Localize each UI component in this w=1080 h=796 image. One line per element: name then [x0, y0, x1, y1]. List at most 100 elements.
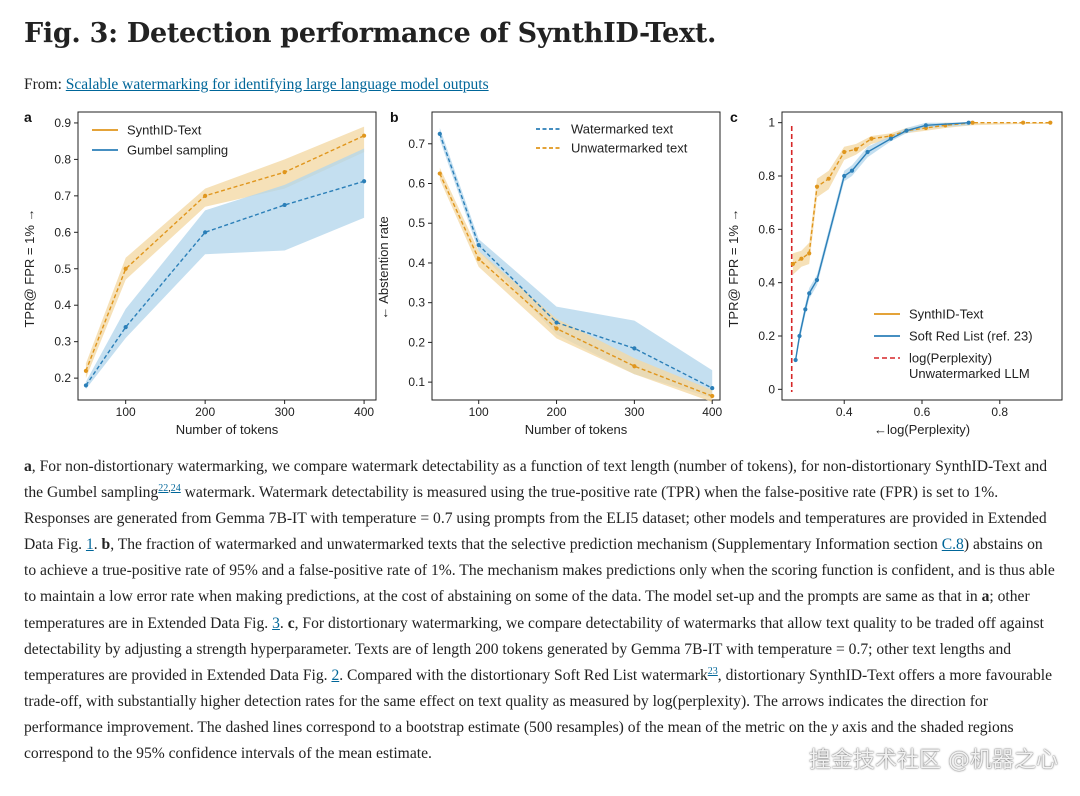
- x-axis-label: Number of tokens: [176, 422, 279, 437]
- legend-label: SynthID-Text: [909, 307, 984, 322]
- data-point: [793, 357, 798, 363]
- data-point: [361, 179, 367, 184]
- y-tick-label: 0: [768, 382, 775, 396]
- data-point: [123, 324, 128, 330]
- data-point: [842, 173, 847, 179]
- y-axis-label: TPR@ FPR = 1% →: [726, 208, 741, 327]
- data-point: [853, 147, 858, 152]
- legend: Watermarked text Unwatermarked text: [536, 122, 688, 156]
- caption-text: , For distortionary watermarking, we com…: [24, 614, 1044, 684]
- y-tick-label: 0.5: [408, 216, 425, 230]
- charts-figure: a 100 200 300 400 0.2 0.3 0.4 0.5 0.6 0.7 0.8 0.9 Num…: [22, 109, 1063, 437]
- y-axis-label: TPR@ FPR = 1% →: [22, 208, 37, 327]
- y-tick-label: 1: [768, 116, 775, 130]
- data-point: [203, 230, 208, 235]
- data-point: [203, 193, 208, 198]
- confidence-band: [792, 122, 1051, 275]
- legend-label: Gumbel sampling: [127, 143, 228, 158]
- data-point: [814, 184, 820, 189]
- data-point: [83, 368, 89, 373]
- data-point: [904, 128, 909, 133]
- y-tick-label: 0.5: [54, 262, 71, 276]
- data-point: [849, 168, 855, 173]
- citation-22-link[interactable]: 22: [158, 483, 169, 495]
- figure-caption: a, For non-distortionary watermarking, w…: [24, 454, 1056, 767]
- y-tick-label: 0.6: [408, 177, 425, 191]
- y-tick-label: 0.3: [408, 296, 425, 310]
- data-point: [123, 266, 128, 271]
- x-tick-label: 0.4: [836, 405, 853, 419]
- x-tick-label: 200: [195, 405, 215, 419]
- legend-label: Watermarked text: [571, 122, 673, 137]
- caption-text: ) abstains on to achieve a true-positive…: [24, 536, 1055, 606]
- caption-y-axis-italic: y: [831, 718, 839, 736]
- data-point: [826, 176, 831, 181]
- caption-label-b: b: [101, 536, 111, 554]
- data-point: [923, 123, 928, 128]
- series-line: [792, 122, 1051, 265]
- extended-fig-1-link[interactable]: 1: [85, 536, 94, 554]
- citation-separator: ,: [168, 483, 171, 495]
- source-prefix: From:: [24, 76, 66, 93]
- x-axis-label: ←log(Perplexity): [874, 422, 970, 437]
- legend: SynthID-Text Gumbel sampling: [92, 123, 228, 158]
- citation-23-link[interactable]: 23: [707, 665, 718, 677]
- data-point: [710, 385, 715, 391]
- data-point: [361, 133, 367, 138]
- data-point: [1048, 120, 1053, 125]
- plot-frame: [431, 111, 721, 401]
- caption-text: , For non-distortionary watermarking, we…: [24, 458, 1048, 502]
- y-tick-label: 0.1: [408, 375, 425, 389]
- x-tick-label: 400: [354, 405, 374, 419]
- y-tick-label: 0.6: [54, 225, 71, 239]
- y-tick-label: 0.8: [54, 152, 71, 166]
- caption-label-a: a: [24, 458, 32, 475]
- caption-label-c: c: [287, 614, 295, 632]
- y-tick-label: 0.4: [408, 256, 425, 270]
- y-tick-label: 0.2: [758, 329, 775, 343]
- legend: SynthID-Text Soft Red List (ref. 23) log(P…: [874, 307, 1033, 381]
- y-tick-label: 0.9: [54, 116, 71, 130]
- y-tick-label: 0.2: [408, 335, 425, 349]
- x-tick-label: 300: [624, 405, 644, 419]
- site-watermark: 揘金技术社区 @机器之心: [809, 748, 1058, 773]
- y-tick-label: 0.7: [408, 137, 425, 151]
- caption-text: axis and the shaded regions correspond t…: [24, 718, 1014, 763]
- citation-superscript: 23: [708, 666, 718, 677]
- confidence-band: [439, 127, 713, 399]
- y-tick-label: 0.2: [54, 371, 71, 385]
- legend-label: Unwatermarked LLM: [909, 366, 1030, 381]
- extended-fig-3-link[interactable]: 3: [272, 614, 280, 632]
- y-tick-label: 0.4: [54, 298, 71, 312]
- plot-frame: [77, 111, 377, 401]
- caption-text: . Compared with the distortionary Soft R…: [339, 666, 708, 684]
- legend-label: Soft Red List (ref. 23): [909, 329, 1033, 344]
- source-link[interactable]: Scalable watermarking for identifying la…: [65, 76, 489, 93]
- data-point: [1021, 120, 1026, 125]
- x-tick-label: 0.8: [991, 405, 1008, 419]
- data-point: [814, 277, 820, 283]
- source-line: From: Scalable watermarking for identify…: [24, 76, 489, 94]
- legend-label: log(Perplexity): [909, 351, 992, 366]
- section-c8-link[interactable]: C.8: [941, 536, 964, 554]
- data-point: [476, 242, 481, 248]
- data-point: [970, 120, 975, 125]
- confidence-band: [85, 148, 365, 390]
- panel-a: a 100 200 300 400 0.2 0.3 0.4 0.5 0.6 0.7 0.8 0.9 Num…: [22, 109, 377, 437]
- legend-label: SynthID-Text: [127, 123, 202, 138]
- data-point: [797, 333, 802, 339]
- citation-superscript: 22,24: [158, 483, 181, 494]
- y-tick-label: 0.3: [54, 335, 71, 349]
- caption-text: , distortionary SynthID-Text offers a mo…: [24, 666, 1053, 736]
- panel-letter: a: [24, 109, 32, 125]
- x-tick-label: 300: [275, 405, 295, 419]
- data-point: [799, 256, 804, 261]
- panel-b: b 100 200 300 400 0.1 0.2 0.3 0.4 0.5 0.6 0.7 Number…: [376, 109, 723, 437]
- extended-fig-2-link[interactable]: 2: [331, 666, 340, 684]
- citation-24-link[interactable]: 24: [170, 483, 181, 495]
- data-point: [554, 320, 559, 325]
- data-point: [710, 393, 715, 399]
- caption-text: .: [279, 614, 288, 632]
- data-point: [437, 131, 442, 136]
- data-point: [282, 202, 287, 208]
